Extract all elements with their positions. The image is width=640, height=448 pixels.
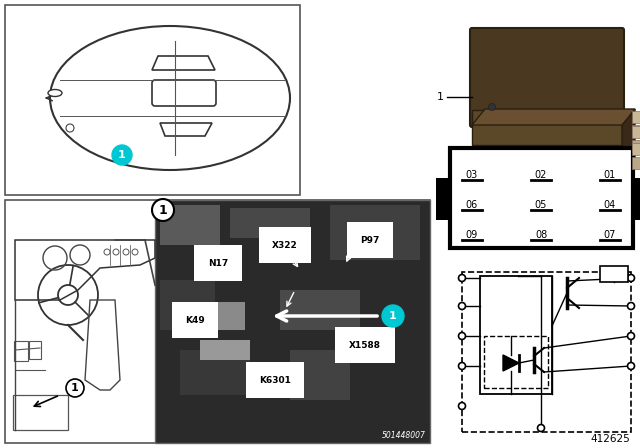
Text: P97: P97 — [360, 236, 380, 245]
Text: 1: 1 — [118, 150, 126, 160]
Circle shape — [152, 199, 174, 221]
Circle shape — [112, 145, 132, 165]
Ellipse shape — [48, 90, 62, 96]
FancyBboxPatch shape — [600, 266, 628, 282]
Text: 1: 1 — [159, 203, 168, 216]
Polygon shape — [622, 109, 635, 165]
FancyBboxPatch shape — [13, 395, 68, 430]
FancyBboxPatch shape — [200, 340, 250, 360]
Circle shape — [458, 302, 465, 310]
FancyBboxPatch shape — [155, 200, 430, 443]
FancyBboxPatch shape — [5, 200, 430, 443]
FancyBboxPatch shape — [633, 178, 640, 220]
Text: 1: 1 — [389, 311, 397, 321]
Circle shape — [627, 362, 634, 370]
FancyBboxPatch shape — [436, 178, 450, 220]
Circle shape — [458, 275, 465, 281]
Text: 09: 09 — [466, 230, 478, 240]
Text: X1588: X1588 — [349, 340, 381, 349]
Text: 501448007: 501448007 — [382, 431, 426, 440]
FancyBboxPatch shape — [632, 126, 640, 138]
Circle shape — [458, 362, 465, 370]
Text: 05: 05 — [535, 200, 547, 210]
Ellipse shape — [50, 26, 290, 170]
FancyBboxPatch shape — [29, 341, 41, 359]
Text: X322: X322 — [272, 241, 298, 250]
Text: 412625: 412625 — [590, 434, 630, 444]
Circle shape — [488, 103, 495, 111]
Circle shape — [627, 275, 634, 281]
FancyBboxPatch shape — [632, 125, 640, 137]
FancyBboxPatch shape — [5, 5, 300, 195]
FancyBboxPatch shape — [632, 140, 640, 152]
Circle shape — [538, 425, 545, 431]
Text: 04: 04 — [604, 200, 616, 210]
Circle shape — [382, 305, 404, 327]
Circle shape — [627, 302, 634, 310]
FancyBboxPatch shape — [14, 341, 28, 361]
Text: N17: N17 — [208, 258, 228, 267]
FancyBboxPatch shape — [230, 208, 310, 238]
FancyBboxPatch shape — [632, 143, 640, 155]
Text: 08: 08 — [535, 230, 547, 240]
Circle shape — [509, 361, 513, 366]
Circle shape — [458, 332, 465, 340]
FancyBboxPatch shape — [152, 80, 216, 106]
FancyBboxPatch shape — [632, 157, 640, 169]
FancyBboxPatch shape — [160, 205, 220, 245]
FancyBboxPatch shape — [160, 280, 215, 330]
FancyBboxPatch shape — [480, 276, 552, 394]
Text: 1: 1 — [437, 92, 444, 102]
Text: 03: 03 — [466, 170, 478, 180]
FancyBboxPatch shape — [290, 350, 350, 400]
FancyBboxPatch shape — [632, 111, 640, 123]
FancyBboxPatch shape — [330, 205, 420, 260]
Text: 01: 01 — [604, 170, 616, 180]
FancyBboxPatch shape — [470, 28, 624, 127]
FancyBboxPatch shape — [450, 148, 633, 248]
Polygon shape — [503, 355, 519, 371]
Text: 07: 07 — [604, 230, 616, 240]
FancyBboxPatch shape — [448, 258, 635, 436]
Polygon shape — [472, 109, 635, 125]
Text: K6301: K6301 — [259, 375, 291, 384]
Circle shape — [627, 332, 634, 340]
FancyBboxPatch shape — [280, 290, 360, 330]
Text: 06: 06 — [466, 200, 478, 210]
FancyBboxPatch shape — [180, 350, 250, 395]
FancyBboxPatch shape — [200, 302, 245, 330]
Text: K49: K49 — [185, 315, 205, 324]
Circle shape — [66, 379, 84, 397]
FancyBboxPatch shape — [472, 110, 622, 145]
Circle shape — [458, 402, 465, 409]
Text: 02: 02 — [535, 170, 547, 180]
Text: 1: 1 — [71, 383, 79, 393]
